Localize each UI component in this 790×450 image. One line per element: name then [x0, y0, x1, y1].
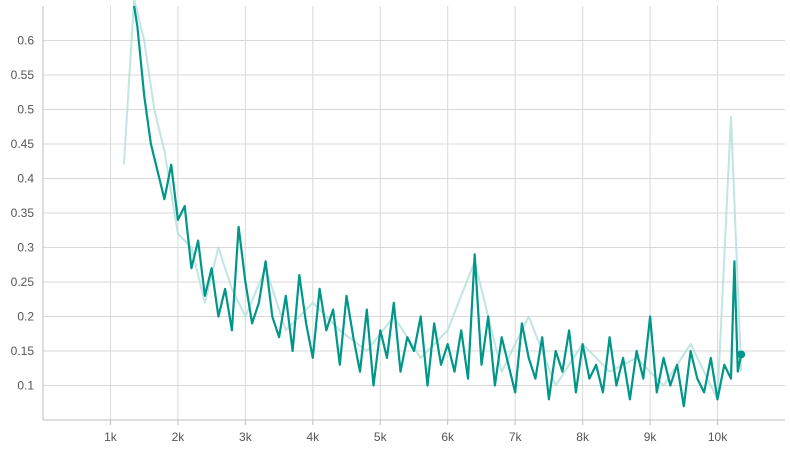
x-tick-label: 1k [104, 430, 118, 444]
grid-layer [43, 6, 785, 420]
y-tick-label: 0.2 [17, 310, 34, 324]
x-tick-label: 2k [172, 430, 186, 444]
y-tick-label: 0.1 [17, 379, 34, 393]
x-tick-labels: 1k 2k 3k 4k 5k 6k 7k 8k 9k 10k [104, 430, 728, 444]
series-end-point [737, 350, 746, 359]
y-tick-label: 0.5 [17, 103, 34, 117]
x-tick-label: 6k [441, 430, 455, 444]
y-tick-label: 0.55 [11, 68, 35, 82]
smoothed-series-line [133, 5, 743, 408]
x-tick-label: 10k [708, 430, 728, 444]
y-tick-label: 0.15 [11, 344, 35, 358]
series-layer [122, 0, 746, 408]
y-tick-label: 0.35 [11, 206, 35, 220]
y-tick-label: 0.3 [17, 241, 34, 255]
x-tick-label: 9k [644, 430, 658, 444]
x-tick-label: 4k [306, 430, 320, 444]
x-tick-label: 3k [239, 430, 253, 444]
y-tick-labels: 0.1 0.15 0.2 0.25 0.3 0.35 0.4 0.45 0.5 0.55 0.6 [11, 34, 35, 393]
y-tick-label: 0.4 [17, 172, 34, 186]
x-tick-label: 8k [576, 430, 590, 444]
y-tick-label: 0.25 [11, 275, 35, 289]
y-tick-label: 0.45 [11, 137, 35, 151]
x-tick-label: 7k [509, 430, 523, 444]
axis-layer [42, 6, 785, 425]
y-tick-label: 0.6 [17, 34, 34, 48]
x-tick-label: 5k [374, 430, 388, 444]
